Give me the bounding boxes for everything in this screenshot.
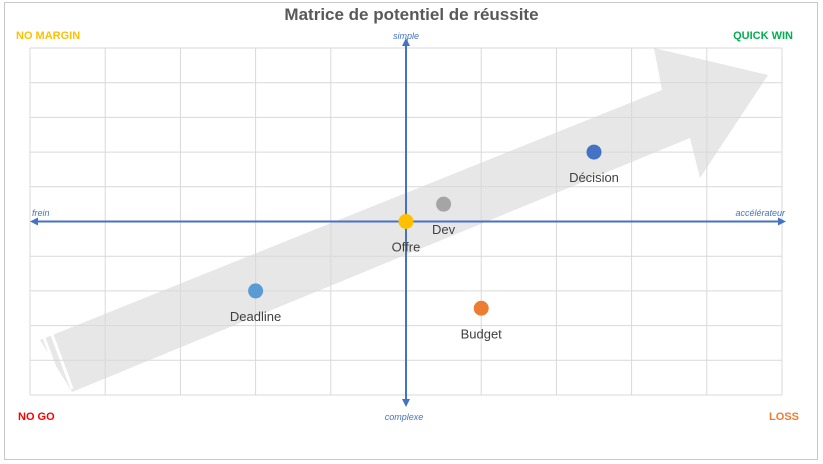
data-point (436, 196, 452, 212)
quadrant-label-loss: LOSS (769, 411, 799, 423)
data-label: Budget (461, 326, 503, 341)
quadrant-label-quick-win: QUICK WIN (733, 30, 793, 42)
trend-arrow-stripe (32, 337, 58, 396)
data-point (248, 283, 264, 299)
data-label: Offre (392, 240, 421, 255)
axis-label-accelerateur: accélérateur (735, 208, 785, 218)
data-label: Dev (432, 222, 456, 237)
data-point (398, 214, 414, 229)
trend-arrow-stripe (41, 334, 66, 393)
chart-title: Matrice de potentiel de réussite (284, 5, 539, 24)
data-point (473, 300, 489, 316)
quadrant-label-no-go: NO GO (18, 411, 55, 423)
quadrant-label-no-margin: NO MARGIN (16, 30, 81, 42)
axis-label-simple: simple (392, 31, 419, 41)
data-label: Deadline (230, 309, 281, 324)
axis-label-frein: frein (32, 208, 50, 218)
x-axis-arrowhead-left (30, 217, 38, 226)
y-axis-arrowhead-top (402, 38, 410, 46)
data-label: Décision (569, 170, 619, 185)
data-points: Décision Dev Offre Deadline Budget (230, 144, 619, 341)
data-point (586, 144, 602, 160)
x-axis-arrowhead-right (778, 217, 786, 226)
y-axis-arrowhead-bottom (402, 399, 410, 407)
axis-label-complexe: complexe (384, 412, 424, 422)
